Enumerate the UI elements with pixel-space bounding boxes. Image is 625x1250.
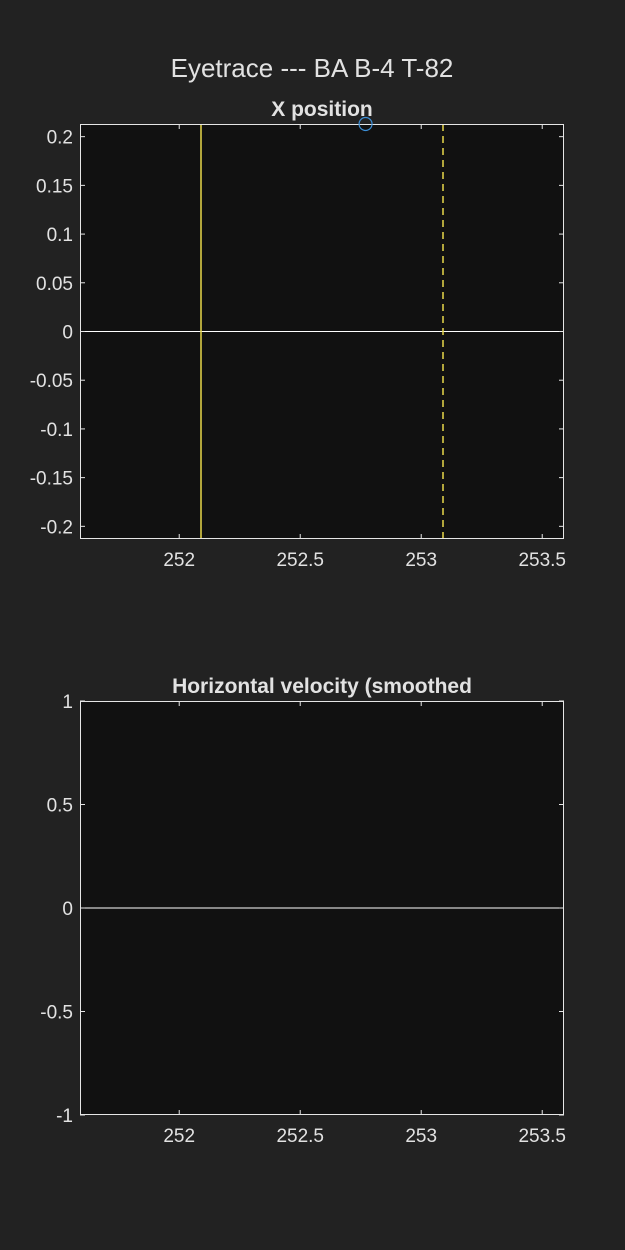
horizontal-velocity-axes: Horizontal velocity (smoothed 252 252.5 253… — [40, 675, 566, 1147]
horizontal-velocity-xtick-label: 253 — [405, 1126, 437, 1147]
x-position-xtick-label: 252.5 — [276, 550, 324, 571]
horizontal-velocity-ytick-label: 0 — [62, 899, 73, 920]
horizontal-velocity-ytick-label: 1 — [62, 692, 73, 713]
x-position-title: X position — [271, 98, 373, 121]
horizontal-velocity-xtick-label: 253.5 — [518, 1126, 566, 1147]
x-position-ytick-label: 0.15 — [36, 176, 73, 197]
x-position-xtick-label: 253.5 — [518, 550, 566, 571]
x-position-xtick-label: 252 — [163, 550, 195, 571]
horizontal-velocity-ytick-label: -0.5 — [40, 1003, 73, 1024]
x-position-ytick-label: 0.2 — [47, 128, 73, 149]
x-position-ytick-label: -0.1 — [40, 420, 73, 441]
horizontal-velocity-title: Horizontal velocity (smoothed — [172, 675, 472, 698]
horizontal-velocity-xtick-label: 252.5 — [276, 1126, 324, 1147]
horizontal-velocity-ytick-label: -1 — [56, 1106, 73, 1127]
horizontal-velocity-ytick-label: 0.5 — [47, 796, 73, 817]
x-position-ytick-label: -0.05 — [30, 371, 73, 392]
x-position-data-marker — [358, 116, 373, 132]
x-position-ytick-label: 0 — [62, 323, 73, 344]
x-position-ytick-label: 0.1 — [47, 225, 73, 246]
x-position-ytick-label: 0.05 — [36, 274, 73, 295]
figure-title: Eyetrace --- BA B-4 T-82 — [171, 53, 454, 83]
x-position-ytick-label: -0.15 — [30, 469, 73, 490]
x-position-ytick-label: -0.2 — [40, 517, 73, 538]
horizontal-velocity-xtick-label: 252 — [163, 1126, 195, 1147]
x-position-axes: X position 252 252.5 253 253.5 0.2 0.15 0.1 0.05… — [30, 98, 566, 571]
x-position-xtick-label: 253 — [405, 550, 437, 571]
